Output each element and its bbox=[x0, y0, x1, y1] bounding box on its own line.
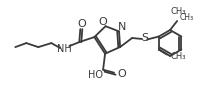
Text: O: O bbox=[98, 17, 107, 27]
Text: CH₃: CH₃ bbox=[180, 12, 194, 22]
Text: CH₃: CH₃ bbox=[170, 7, 186, 16]
Text: NH: NH bbox=[57, 44, 72, 54]
Text: CH₃: CH₃ bbox=[171, 52, 186, 61]
Text: S: S bbox=[142, 33, 149, 42]
Text: O: O bbox=[117, 69, 126, 79]
Text: HO: HO bbox=[88, 70, 103, 80]
Text: O: O bbox=[77, 19, 86, 29]
Text: N: N bbox=[118, 22, 126, 32]
